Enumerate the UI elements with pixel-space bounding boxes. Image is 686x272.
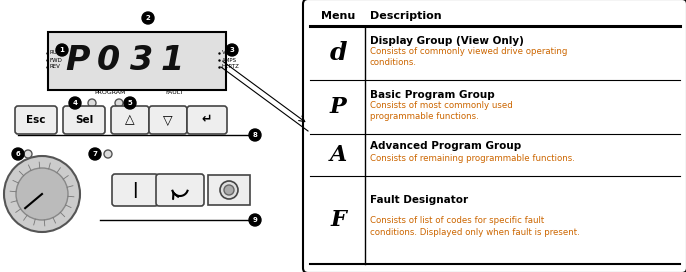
Circle shape [249,129,261,141]
Text: FWD: FWD [50,57,63,63]
FancyBboxPatch shape [111,106,149,134]
FancyBboxPatch shape [149,106,187,134]
Circle shape [88,99,96,107]
Text: Consists of most commonly used
programmable functions.: Consists of most commonly used programma… [370,101,512,121]
Circle shape [69,97,81,109]
FancyBboxPatch shape [112,174,158,206]
Circle shape [24,150,32,158]
Circle shape [224,185,234,195]
Text: Basic Program Group: Basic Program Group [370,90,495,100]
Text: 9: 9 [252,217,257,223]
Text: 1: 1 [161,45,184,78]
Text: AMPS: AMPS [222,57,237,63]
Text: 0: 0 [96,45,119,78]
Circle shape [226,44,238,56]
Text: Sel: Sel [75,115,93,125]
FancyBboxPatch shape [303,0,686,272]
Text: Description: Description [370,11,442,21]
Text: 8: 8 [252,132,257,138]
Circle shape [16,168,68,220]
Text: A: A [329,144,346,166]
FancyBboxPatch shape [208,175,250,205]
FancyBboxPatch shape [48,32,226,90]
Text: 7: 7 [93,151,97,157]
Text: VOLTS: VOLTS [222,51,239,55]
Text: 3: 3 [230,47,235,53]
Text: ↵: ↵ [202,113,212,126]
Text: 1: 1 [60,47,64,53]
Text: PROGRAM: PROGRAM [94,91,126,95]
FancyBboxPatch shape [0,0,311,272]
Text: REV: REV [50,64,61,70]
Text: 3: 3 [130,45,154,78]
Text: ▽: ▽ [163,113,173,126]
Text: |: | [132,182,138,198]
Circle shape [124,97,136,109]
Text: 6: 6 [16,151,21,157]
Text: Fault Designator: Fault Designator [370,195,468,205]
Text: Advanced Program Group: Advanced Program Group [370,141,521,150]
Text: Consists of list of codes for specific fault
conditions. Displayed only when fau: Consists of list of codes for specific f… [370,216,580,237]
FancyBboxPatch shape [187,106,227,134]
Text: d: d [329,41,346,65]
Text: △: △ [125,113,135,126]
Circle shape [249,214,261,226]
Text: Menu: Menu [321,11,355,21]
Circle shape [12,148,24,160]
Circle shape [56,44,68,56]
Text: 4: 4 [73,100,78,106]
Text: Consists of remaining programmable functions.: Consists of remaining programmable funct… [370,154,575,163]
Text: 2: 2 [145,15,150,21]
Text: Consists of commonly viewed drive operating
conditions.: Consists of commonly viewed drive operat… [370,47,567,67]
Text: F: F [330,209,346,231]
FancyBboxPatch shape [63,106,105,134]
Text: 5: 5 [128,100,132,106]
Text: Esc: Esc [26,115,46,125]
FancyBboxPatch shape [156,174,204,206]
Text: HERTZ: HERTZ [222,64,240,70]
Circle shape [220,181,238,199]
Text: P: P [330,96,346,118]
Text: Display Group (View Only): Display Group (View Only) [370,36,524,46]
Circle shape [104,150,112,158]
Text: RUN: RUN [50,51,62,55]
Circle shape [142,12,154,24]
Text: P: P [66,45,91,78]
FancyBboxPatch shape [15,106,57,134]
Circle shape [89,148,101,160]
Circle shape [4,156,80,232]
Circle shape [115,99,123,107]
Text: FAULT: FAULT [166,91,184,95]
